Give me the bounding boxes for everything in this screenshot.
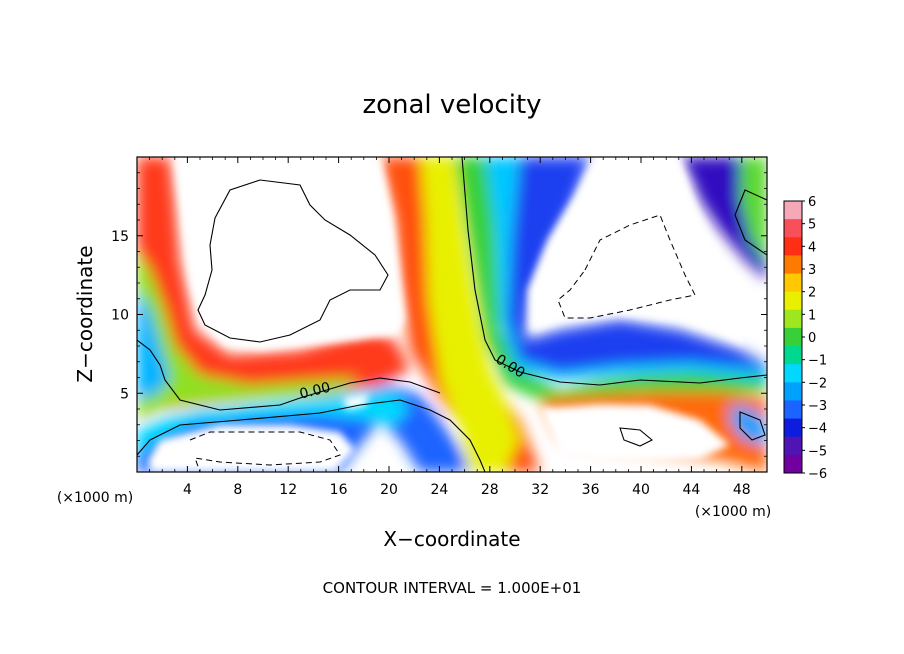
y-axis: 5 10 15 <box>111 172 767 457</box>
contour-small-right-loop <box>739 411 766 441</box>
colorbar-label: 1 <box>808 308 816 323</box>
colorbar-label: −3 <box>808 399 827 414</box>
contour-solid-upper-left <box>197 179 389 343</box>
colorbar-segment <box>784 291 802 311</box>
field-region-left-warm <box>137 157 410 420</box>
colorbar-segment <box>784 327 802 347</box>
velocity-field: 0.00 0.00 <box>137 157 767 472</box>
x-unit-label: (×1000 m) <box>695 504 771 520</box>
contour-dashed-upper-right <box>557 214 696 319</box>
colorbar-label: 5 <box>808 218 816 233</box>
contour-dashed-lower-left <box>189 431 341 472</box>
colorbar-segment <box>784 219 802 238</box>
field-region-left-green <box>137 250 360 420</box>
colorbar-segment <box>784 346 802 365</box>
colorbar-label: −2 <box>808 376 827 391</box>
blank-region-lower-middle <box>540 404 730 462</box>
colorbar-segment <box>784 418 802 438</box>
x-axis-label: X−coordinate <box>383 527 520 551</box>
colorbar-label: 2 <box>808 286 816 301</box>
x-tick-label: 36 <box>582 482 600 498</box>
x-tick-label: 44 <box>682 482 700 498</box>
colorbar-segment <box>784 454 802 474</box>
field-region-upper-cyan <box>485 157 767 380</box>
blank-region-upper-left <box>175 157 405 350</box>
colorbar-segment <box>784 309 802 329</box>
x-tick-label: 48 <box>733 482 751 498</box>
field-region-center-yellow <box>420 157 520 472</box>
contour-zero-left <box>137 339 441 411</box>
x-tick-label: 40 <box>632 482 650 498</box>
colorbar-label: 4 <box>808 240 816 255</box>
colorbar-segment <box>784 436 802 456</box>
colorbar-label: 3 <box>808 263 816 278</box>
colorbar-label: −4 <box>808 422 827 437</box>
y-tick-label: 5 <box>120 386 129 402</box>
x-axis: 4 8 12 16 20 24 28 32 36 40 44 48 <box>149 157 755 498</box>
field-region-left-blue <box>137 290 170 400</box>
x-tick-label: 32 <box>531 482 549 498</box>
colorbar-label: −1 <box>808 354 827 369</box>
contour-label: 0.00 <box>298 380 332 403</box>
colorbar-segment <box>784 364 802 383</box>
colorbar-segment <box>784 400 802 420</box>
colorbar-label: 0 <box>808 331 816 346</box>
blank-region-small-left <box>344 394 368 410</box>
x-tick-label: 24 <box>430 482 448 498</box>
colorbar-label: −5 <box>808 444 827 459</box>
y-tick-label: 10 <box>111 308 129 324</box>
contour-zero-center <box>461 157 767 386</box>
field-region-upper-blue <box>490 157 767 380</box>
contour-interval-text: CONTOUR INTERVAL = 1.000E+01 <box>323 579 582 597</box>
colorbar-segment <box>784 255 802 275</box>
colorbar-segment <box>784 273 802 293</box>
contour-small-loop <box>619 427 653 447</box>
y-axis-label: Z−coordinate <box>73 245 97 382</box>
field-region-lower-right-blue <box>730 405 767 445</box>
x-tick-label: 28 <box>481 482 499 498</box>
colorbar-segment <box>784 237 802 256</box>
chart-title: zonal velocity <box>362 90 541 120</box>
colorbar-segment <box>784 382 802 401</box>
contour-zero-right <box>734 189 767 256</box>
x-tick-label: 8 <box>233 482 242 498</box>
contour-zero-lower <box>137 399 486 472</box>
colorbar: 6 5 4 3 2 1 0 −1 −2 −3 −4 −5 −6 <box>783 195 827 482</box>
y-unit-label: (×1000 m) <box>57 490 133 506</box>
x-tick-label: 20 <box>380 482 398 498</box>
x-tick-label: 4 <box>183 482 192 498</box>
colorbar-label: −6 <box>808 467 827 482</box>
field-region-right-green <box>740 157 767 265</box>
colorbar-label: 6 <box>808 195 816 210</box>
x-tick-label: 12 <box>279 482 297 498</box>
blank-region-lower-left <box>148 425 355 472</box>
colorbar-segment <box>784 201 802 220</box>
blank-region-upper-right <box>528 157 745 345</box>
y-tick-label: 15 <box>111 229 129 245</box>
x-tick-label: 16 <box>330 482 348 498</box>
